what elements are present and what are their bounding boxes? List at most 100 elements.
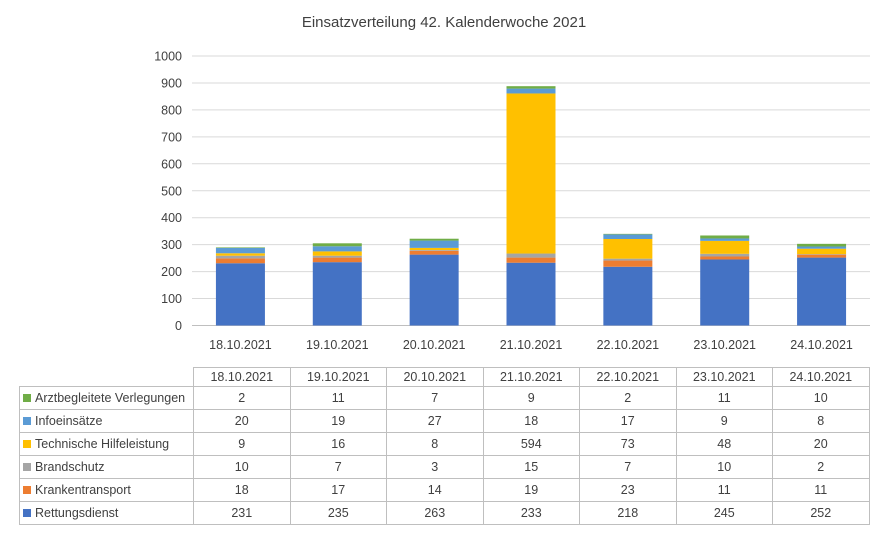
table-column-header: 22.10.2021: [579, 367, 677, 387]
bar-segment-arztbegleitete-verlegungen: [700, 235, 750, 239]
bars: [215, 86, 847, 326]
y-tick-label: 100: [161, 292, 182, 306]
series-name: Krankentransport: [35, 483, 131, 497]
table-body: Arztbegleitete Verlegungen 2 11 7 9 2 11 10 Info…: [19, 386, 870, 525]
table-row-label: Rettungsdienst: [19, 501, 194, 525]
table-cell: 27: [386, 409, 484, 433]
table-column-header: 20.10.2021: [386, 367, 484, 387]
series-name: Infoeinsätze: [35, 414, 103, 428]
bar-segment-brandschutz: [312, 255, 362, 258]
y-tick-label: 800: [161, 103, 182, 117]
series-name: Brandschutz: [35, 460, 105, 474]
bar-segment-krankentransport: [797, 254, 847, 258]
table-cell: 18: [482, 409, 580, 433]
legend-swatch: [23, 417, 31, 425]
table-row: Arztbegleitete Verlegungen 2 11 7 9 2 11 10: [19, 386, 870, 410]
table-cell: 19: [289, 409, 387, 433]
table-column-header: 18.10.2021: [193, 367, 291, 387]
table-cell: 7: [289, 455, 387, 479]
table-cell: 11: [675, 386, 773, 410]
table-corner: [19, 367, 194, 387]
bar-segment-krankentransport: [700, 256, 750, 260]
data-table: 18.10.2021 19.10.2021 20.10.2021 21.10.2021…: [19, 367, 870, 525]
table-row-label: Technische Hilfeleistung: [19, 432, 194, 456]
bar-segment-technische-hilfeleistung: [797, 248, 847, 255]
table-cell: 245: [675, 501, 773, 525]
table-cell: 11: [289, 386, 387, 410]
series-name: Rettungsdienst: [35, 506, 119, 520]
bar-segment-brandschutz: [603, 258, 653, 261]
table-row-label: Infoeinsätze: [19, 409, 194, 433]
bar-segment-infoeins-tze: [215, 247, 265, 254]
bar-segment-technische-hilfeleistung: [700, 240, 750, 254]
table-row-label: Brandschutz: [19, 455, 194, 479]
table-cell: 231: [193, 501, 291, 525]
table-row: Rettungsdienst 231 235 263 233 218 245 252: [19, 501, 870, 525]
bar-segment-krankentransport: [312, 257, 362, 263]
bar-segment-krankentransport: [409, 250, 459, 255]
y-tick-label: 0: [175, 319, 182, 333]
bar-segment-rettungsdienst: [312, 262, 362, 326]
stacked-bar-chart: Einsatzverteilung 42. Kalenderwoche 2021…: [154, 14, 870, 352]
table-cell: 233: [482, 501, 580, 525]
table-cell: 23: [579, 478, 677, 502]
table-cell: 252: [772, 501, 870, 525]
y-tick-label: 700: [161, 130, 182, 144]
table-cell: 2: [193, 386, 291, 410]
legend-swatch: [23, 486, 31, 494]
bar-segment-brandschutz: [409, 250, 459, 251]
table-cell: 20: [193, 409, 291, 433]
table-cell: 17: [579, 409, 677, 433]
y-tick-label: 200: [161, 265, 182, 279]
table-cell: 73: [579, 432, 677, 456]
x-category-label: 20.10.2021: [403, 338, 466, 352]
y-tick-label: 600: [161, 157, 182, 171]
bar-segment-rettungsdienst: [603, 266, 653, 326]
bar-segment-infoeins-tze: [603, 234, 653, 239]
table-cell: 7: [386, 386, 484, 410]
table-row: Infoeinsätze 20 19 27 18 17 9 8: [19, 409, 870, 433]
table-row: Krankentransport 18 17 14 19 23 11 11: [19, 478, 870, 502]
bar-segment-infoeins-tze: [700, 238, 750, 241]
bar-segment-technische-hilfeleistung: [312, 251, 362, 256]
legend-swatch: [23, 509, 31, 517]
table-cell: 14: [386, 478, 484, 502]
bar-segment-brandschutz: [797, 254, 847, 255]
x-category-label: 18.10.2021: [209, 338, 272, 352]
series-name: Technische Hilfeleistung: [35, 437, 170, 451]
bar-segment-rettungsdienst: [506, 262, 556, 326]
table-cell: 9: [193, 432, 291, 456]
y-tick-label: 300: [161, 238, 182, 252]
table-cell: 2: [772, 455, 870, 479]
bar-segment-technische-hilfeleistung: [603, 238, 653, 259]
x-category-label: 23.10.2021: [693, 338, 756, 352]
table-cell: 8: [772, 409, 870, 433]
bar-segment-arztbegleitete-verlegungen: [409, 238, 459, 241]
table-column-header: 24.10.2021: [772, 367, 870, 387]
table-cell: 19: [482, 478, 580, 502]
table-cell: 594: [482, 432, 580, 456]
bar-segment-arztbegleitete-verlegungen: [312, 243, 362, 247]
bar-segment-krankentransport: [603, 260, 653, 267]
bar-segment-arztbegleitete-verlegungen: [603, 233, 653, 235]
table-cell: 9: [482, 386, 580, 410]
bar-segment-krankentransport: [506, 257, 556, 263]
bar-segment-arztbegleitete-verlegungen: [215, 247, 265, 248]
table-cell: 9: [675, 409, 773, 433]
y-axis-tick-labels: 0 100 200 300 400 500 600 700 800 900 1000: [154, 50, 182, 334]
table-cell: 17: [289, 478, 387, 502]
bar-segment-technische-hilfeleistung: [409, 247, 459, 251]
bar-segment-technische-hilfeleistung: [215, 253, 265, 256]
series-name: Arztbegleitete Verlegungen: [35, 391, 186, 405]
bar-segment-brandschutz: [700, 253, 750, 257]
x-category-label: 24.10.2021: [790, 338, 853, 352]
chart-title: Einsatzverteilung 42. Kalenderwoche 2021: [302, 14, 586, 31]
legend-swatch: [23, 440, 31, 448]
bar-segment-brandschutz: [506, 253, 556, 258]
table-cell: 218: [579, 501, 677, 525]
y-tick-label: 500: [161, 184, 182, 198]
bar-segment-krankentransport: [215, 258, 265, 264]
table-row-label: Krankentransport: [19, 478, 194, 502]
x-category-label: 21.10.2021: [500, 338, 563, 352]
y-tick-label: 900: [161, 76, 182, 90]
